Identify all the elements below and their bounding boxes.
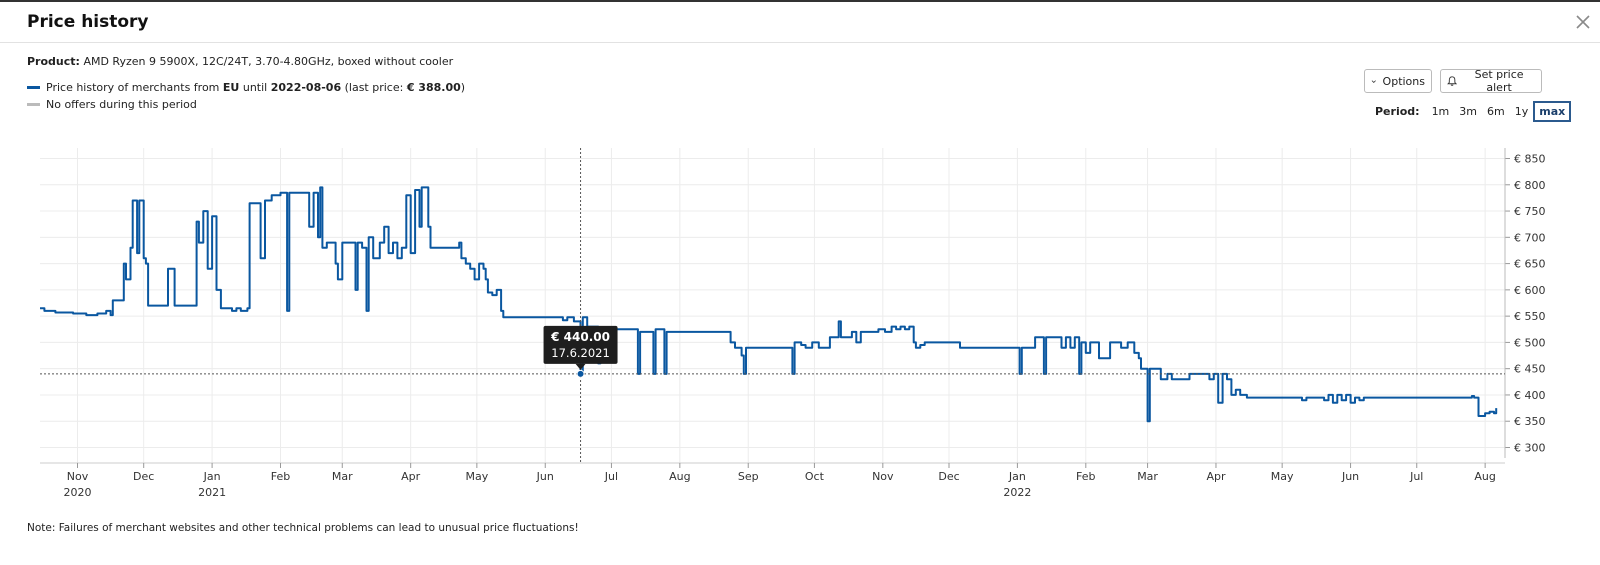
x-tick-label: Sep: [738, 470, 759, 483]
legend-region: EU: [222, 81, 240, 94]
period-selector: Period: 1m 3m 6m 1y max: [1375, 98, 1572, 124]
legend-last-price-close: ): [460, 81, 466, 94]
dialog-title: Price history: [27, 12, 149, 32]
legend-no-offers-text: No offers during this period: [46, 98, 197, 111]
y-tick-label: € 450: [1514, 363, 1546, 376]
options-label: Options: [1382, 74, 1425, 88]
x-tick-label: Aug: [1474, 470, 1495, 483]
x-tick-label: Jan: [203, 470, 221, 483]
x-tick-label: Jul: [1409, 470, 1423, 483]
x-tick-label: Oct: [805, 470, 825, 483]
legend-prefix: Price history of merchants from: [46, 81, 220, 94]
product-name: AMD Ryzen 9 5900X, 12C/24T, 3.70-4.80GHz…: [83, 55, 454, 68]
y-tick-label: € 850: [1514, 153, 1546, 166]
x-tick-label: Apr: [401, 470, 421, 483]
period-max[interactable]: max: [1533, 100, 1572, 122]
product-label: Product:: [27, 55, 80, 68]
product-line: Product: AMD Ryzen 9 5900X, 12C/24T, 3.7…: [27, 55, 453, 68]
x-tick-label: Apr: [1206, 470, 1226, 483]
x-tick-label: Dec: [938, 470, 959, 483]
legend-line-swatch: [27, 85, 40, 89]
x-tick-label: Mar: [1137, 470, 1158, 483]
y-axis: € 300 € 350 € 400 € 450 € 500 € 550 € 600 € 650…: [1504, 148, 1546, 458]
period-label: Period:: [1375, 104, 1420, 118]
y-tick-label: € 700: [1514, 231, 1546, 244]
set-price-alert-button[interactable]: Set price alert: [1440, 68, 1542, 94]
y-tick-label: € 300: [1514, 441, 1546, 454]
period-6m[interactable]: 6m: [1487, 104, 1505, 118]
x-tick-label: Nov: [67, 470, 89, 483]
tooltip-date: 17.6.2021: [551, 346, 610, 360]
x-tick-label: Aug: [669, 470, 690, 483]
legend-date: 2022-08-06: [270, 81, 342, 94]
chart-grid: [40, 148, 1505, 463]
x-axis: Nov 2020 Dec Jan 2021 Feb Mar Apr May Jun Jul Aug Se…: [40, 462, 1505, 499]
y-tick-label: € 800: [1514, 179, 1546, 192]
x-tick-label: May: [1271, 470, 1294, 483]
x-tick-label: Jan: [1008, 470, 1026, 483]
x-tick-label: Jun: [1341, 470, 1359, 483]
tooltip-box: [543, 325, 618, 364]
x-tick-label: May: [465, 470, 488, 483]
dialog-header: Price history: [0, 2, 1600, 43]
window-top-border: [0, 0, 1600, 2]
x-tick-label: Mar: [332, 470, 353, 483]
set-price-alert-label: Set price alert: [1474, 68, 1524, 94]
close-icon[interactable]: [1572, 11, 1594, 33]
legend-until: until: [242, 81, 268, 94]
price-line: [40, 186, 1498, 423]
y-tick-label: € 550: [1514, 310, 1546, 323]
series-lines: [40, 186, 1498, 423]
x-tick-label: Nov: [872, 470, 894, 483]
tooltip-price: € 440.00: [550, 330, 610, 344]
x-year-label: 2020: [64, 486, 92, 499]
x-tick-label: Feb: [1076, 470, 1095, 483]
x-tick-label: Dec: [133, 470, 154, 483]
period-3m[interactable]: 3m: [1459, 104, 1477, 118]
y-tick-label: € 400: [1514, 389, 1546, 402]
chart-tooltip: € 440.00 17.6.2021: [40, 148, 1505, 463]
legend-no-offers: No offers during this period: [27, 98, 197, 111]
legend-no-offer-swatch: [27, 102, 40, 106]
x-tick-label: Feb: [271, 470, 290, 483]
legend-price-history: Price history of merchants from EU until…: [27, 81, 465, 94]
x-tick-label: Jun: [536, 470, 554, 483]
period-1y[interactable]: 1y: [1514, 104, 1529, 118]
options-button[interactable]: Options: [1364, 69, 1432, 93]
y-tick-label: € 600: [1514, 284, 1546, 297]
x-year-label: 2022: [1003, 486, 1031, 499]
legend-last-price-open: (last price:: [344, 81, 404, 94]
tooltip-pointer: [575, 363, 586, 370]
tooltip-marker: [576, 369, 585, 378]
legend-last-price: € 388.00: [406, 81, 461, 94]
period-1m[interactable]: 1m: [1431, 104, 1450, 118]
y-tick-label: € 750: [1514, 205, 1546, 218]
y-tick-label: € 650: [1514, 258, 1546, 271]
chevron-down-icon: [1371, 79, 1376, 83]
bell-icon: [1447, 76, 1458, 86]
y-tick-label: € 500: [1514, 336, 1546, 349]
x-year-label: 2021: [198, 486, 226, 499]
x-tick-label: Jul: [604, 470, 618, 483]
footnote: Note: Failures of merchant websites and …: [27, 522, 579, 534]
y-tick-label: € 350: [1514, 415, 1546, 428]
